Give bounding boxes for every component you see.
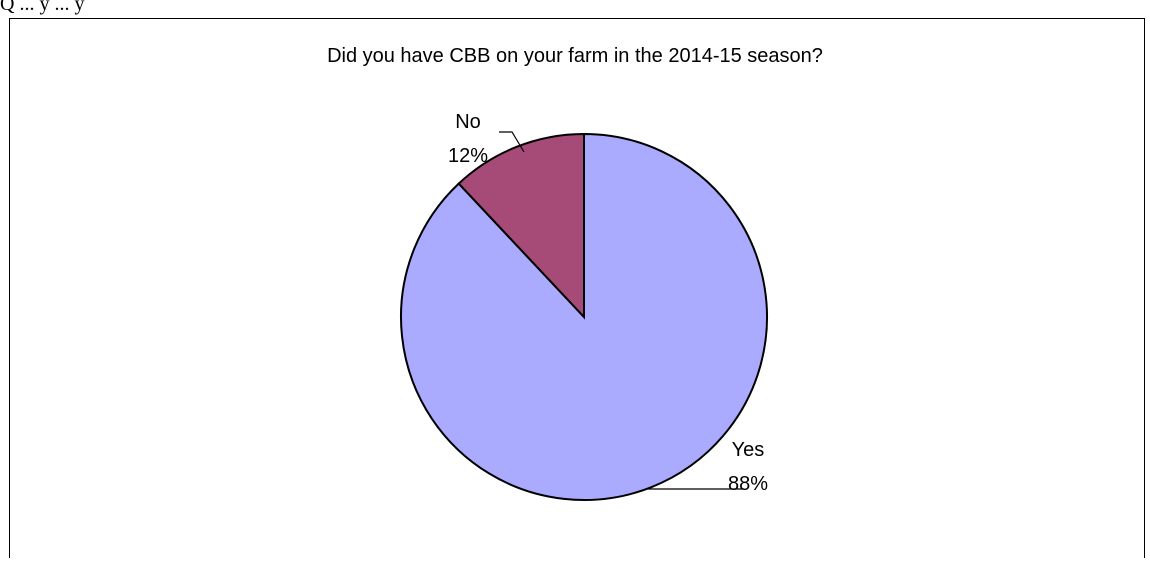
pie-slices — [400, 132, 768, 501]
chart-title: Did you have CBB on your farm in the 201… — [327, 45, 823, 67]
slice-label-yes-value: 88% — [728, 473, 768, 495]
chart-frame — [9, 18, 1145, 558]
leader-line-no — [499, 131, 525, 153]
slice-label-no-value: 12% — [448, 145, 488, 167]
cut-off-header-text: Q ... y ... y — [0, 0, 85, 15]
slice-labels: Yes 88% No 12% — [448, 111, 768, 495]
leader-lines — [499, 131, 744, 490]
slice-label-no-name: No — [455, 111, 481, 133]
slice-label-yes-name: Yes — [732, 439, 765, 461]
pie-slice-no — [457, 132, 585, 320]
